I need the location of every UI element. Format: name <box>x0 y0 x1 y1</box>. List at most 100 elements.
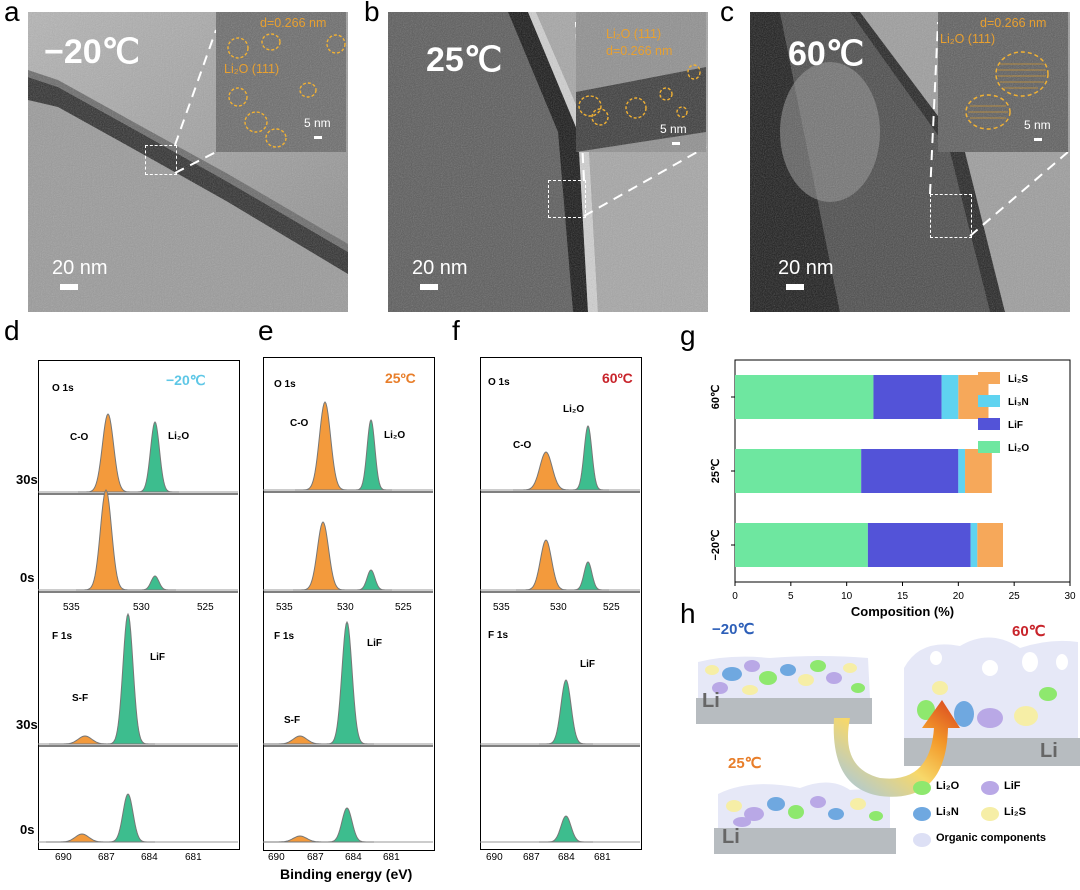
f-tick-e-4: 681 <box>383 852 400 863</box>
hrtem-texture-a <box>216 12 346 152</box>
panel-label-a: a <box>4 0 20 27</box>
schematic-legend-label: Organic components <box>936 832 1047 844</box>
o-tick-f-1: 535 <box>493 602 510 613</box>
inset-scale-bar-a <box>314 136 322 139</box>
temperature-label-a: −20℃ <box>44 33 140 71</box>
panel-label-g: g <box>680 320 696 351</box>
temp-label-f: 60ºC <box>602 370 633 386</box>
legend-swatch-Li₂S <box>978 372 1000 384</box>
bar-Li₂S-25℃ <box>965 449 992 493</box>
peak-lif-e-0s <box>320 807 374 843</box>
scale-label-b: 20 nm <box>412 257 468 279</box>
scale-label-c: 20 nm <box>778 257 834 279</box>
legend-swatch-Li₂O <box>978 441 1000 453</box>
legend-swatch-0 <box>913 781 931 795</box>
bar-Li₂O-−20℃ <box>735 523 868 567</box>
peak-li2o-e-30s <box>350 419 392 491</box>
f-tick-e-3: 684 <box>345 852 362 863</box>
zoom-box-c <box>930 194 972 238</box>
peak-lif-d-0s <box>101 793 155 843</box>
legend-swatch-Li₃N <box>978 395 1000 407</box>
bar-Li₂O-25℃ <box>735 449 862 493</box>
bar-LiF-−20℃ <box>867 523 971 567</box>
composition-chart: 60℃ 25℃ −20℃ 0 5 10 15 20 25 30 Composition (%) Li₂… <box>710 359 1076 619</box>
row-label-0s-f: 0s <box>20 822 35 837</box>
temperature-label-c: 60℃ <box>788 35 865 73</box>
bar-Li₃N-25℃ <box>958 449 966 493</box>
o-tick-e-3: 525 <box>395 602 412 613</box>
o-tick-d-1: 535 <box>63 602 80 613</box>
row-label-0s-o: 0s <box>20 570 35 585</box>
legend-swatch-LiF <box>978 418 1000 430</box>
o1s-label-d: O 1s <box>52 383 74 394</box>
f-tick-d-3: 684 <box>141 852 158 863</box>
f-tick-f-2: 687 <box>523 852 540 863</box>
peak-sf-d-30s <box>49 735 121 745</box>
inset-scale-label-c: 5 nm <box>1024 118 1051 132</box>
bar-Li₂S-−20℃ <box>977 523 1003 567</box>
peak-lif-e-30s <box>320 620 374 745</box>
li2o-label-f: Li₂O <box>563 404 585 415</box>
legend-label-Li₂S: Li₂S <box>1008 374 1028 385</box>
bar-Li₃N-60℃ <box>941 375 959 419</box>
o-tick-e-2: 530 <box>337 602 354 613</box>
zoom-box-a <box>145 145 177 175</box>
row-label-30s-o: 30s <box>16 472 38 487</box>
scale-bar-b <box>420 284 438 290</box>
peak-li2o-f-30s <box>567 425 609 491</box>
schematic-temp-low: −20℃ <box>712 621 755 638</box>
x-tick-label: 25 <box>1009 591 1021 602</box>
zoom-lines-c <box>929 21 1069 237</box>
temp-label-e: 25ºC <box>385 370 416 386</box>
xps-frame-f <box>480 357 642 850</box>
category-label: −20℃ <box>710 529 722 560</box>
legend-label-Li₃N: Li₃N <box>1008 397 1029 408</box>
xps-xlabel: Binding energy (eV) <box>280 866 413 882</box>
o-tick-f-2: 530 <box>550 602 567 613</box>
f1s-label-f: F 1s <box>488 630 509 641</box>
sei-particles-mid <box>726 796 883 827</box>
o1s-label-e: O 1s <box>274 379 296 390</box>
sei-particles-high <box>917 651 1068 728</box>
peak-co-e-30s <box>295 401 355 491</box>
co-label-f: C-O <box>513 440 532 451</box>
co-label-e: C-O <box>290 418 309 429</box>
panel-label-b: b <box>364 0 380 27</box>
x-tick-label: 20 <box>953 591 965 602</box>
o1s-label-f: O 1s <box>488 377 510 388</box>
lif-label-d: LiF <box>150 652 165 663</box>
peak-sf-d-0s <box>46 833 118 843</box>
li2o-label-d: Li₂O <box>168 431 190 442</box>
x-tick-label: 30 <box>1064 591 1076 602</box>
inset-scale-label-a: 5 nm <box>304 116 331 130</box>
category-label: 60℃ <box>710 385 722 410</box>
o-tick-d-2: 530 <box>133 602 150 613</box>
plane-label-a: Li₂O (111) <box>224 62 280 76</box>
f-tick-d-2: 687 <box>98 852 115 863</box>
legend-swatch-4 <box>913 833 931 847</box>
d-spacing-label-b: d=0.266 nm <box>606 44 673 58</box>
lif-label-f: LiF <box>580 659 595 670</box>
legend-swatch-2 <box>913 807 931 821</box>
hrtem-inset-a: d=0.266 nm Li₂O (111) 5 nm <box>216 12 346 152</box>
tem-image-a: −20℃ 20 nm d=0.266 nm Li₂O (111) 5 nm <box>28 12 348 312</box>
lif-label-e: LiF <box>367 638 382 649</box>
panel-label-d: d <box>4 315 20 346</box>
f-tick-e-2: 687 <box>307 852 324 863</box>
zoom-lines-b <box>575 21 707 217</box>
f-tick-f-1: 690 <box>486 852 503 863</box>
peak-co-e-0s <box>293 521 353 591</box>
panel-label-h: h <box>680 598 696 629</box>
tem-image-b: 25℃ 20 nm Li₂O (111) d=0.266 nm 5 nm <box>388 12 708 312</box>
schematic-legend-label: Li₂S <box>1004 806 1026 818</box>
co-label-d: C-O <box>70 432 89 443</box>
plane-label-c: Li₂O (111) <box>940 32 996 46</box>
li-label-high: Li <box>1040 740 1058 762</box>
scale-label-a: 20 nm <box>52 257 108 279</box>
peak-co-d-0s <box>76 489 136 591</box>
d-spacing-label-c: d=0.266 nm <box>980 16 1047 30</box>
xps-frame-e <box>263 357 435 851</box>
schematic-legend-label: Li₂O <box>936 780 960 792</box>
f1s-label-e: F 1s <box>274 631 295 642</box>
